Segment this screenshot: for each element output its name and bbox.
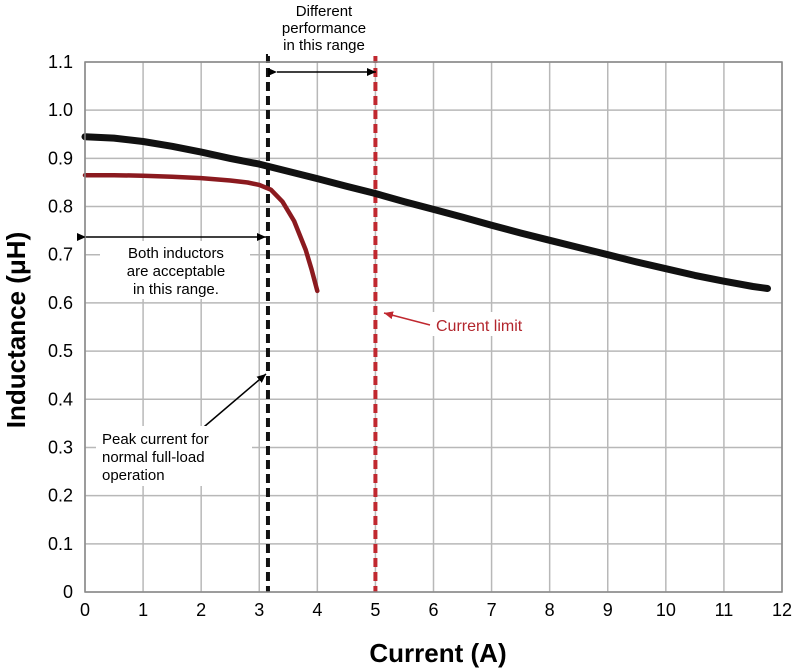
peak-current-line-3: operation [102, 467, 165, 484]
y-tick-label: 0.4 [48, 389, 73, 409]
x-tick-label: 0 [80, 600, 90, 620]
x-axis-title: Current (A) [369, 638, 506, 668]
y-tick-label: 0.6 [48, 293, 73, 313]
x-tick-label: 2 [196, 600, 206, 620]
y-tick-label: 0 [63, 582, 73, 602]
top-range-line-2: performance [282, 20, 366, 37]
y-axis-title: Inductance (μH) [1, 232, 31, 428]
x-tick-label: 3 [254, 600, 264, 620]
peak-current-arrow [197, 373, 267, 433]
x-tick-label: 9 [603, 600, 613, 620]
plot-frame [84, 61, 783, 593]
current-limit-annotation: Current limit [383, 311, 546, 336]
reference-lines [265, 54, 378, 592]
y-tick-label: 0.3 [48, 437, 73, 457]
peak-current-line-2: normal full-load [102, 449, 205, 466]
x-tick-labels: 0 1 2 3 4 5 6 7 8 9 10 11 12 [80, 600, 792, 620]
y-tick-label: 0.5 [48, 341, 73, 361]
peak-current-line-1: Peak current for [102, 431, 209, 448]
y-tick-label: 0.1 [48, 534, 73, 554]
x-tick-label: 5 [370, 600, 380, 620]
y-tick-label: 0.2 [48, 486, 73, 506]
y-tick-label: 1.1 [48, 52, 73, 72]
x-tick-label: 11 [715, 600, 734, 620]
top-range-annotation: Different performance in this range [268, 0, 386, 76]
y-tick-label: 0.7 [48, 245, 73, 265]
x-tick-label: 7 [487, 600, 497, 620]
series-line-black [81, 133, 771, 292]
x-tick-label: 12 [772, 600, 792, 620]
x-tick-label: 8 [545, 600, 555, 620]
both-inductors-line-2: are acceptable [127, 263, 225, 280]
both-inductors-annotation: Both inductors are acceptable in this ra… [77, 233, 266, 299]
both-inductors-line-1: Both inductors [128, 245, 224, 262]
series-line-red [82, 172, 320, 294]
y-tick-labels: 0 0.1 0.2 0.3 0.4 0.5 0.6 0.7 0.8 0.9 1.0 1.1 [48, 52, 73, 602]
y-tick-label: 0.8 [48, 197, 73, 217]
x-tick-label: 1 [138, 600, 148, 620]
x-tick-label: 10 [656, 600, 676, 620]
both-inductors-line-3: in this range. [133, 281, 219, 298]
series [81, 133, 771, 294]
x-tick-label: 6 [428, 600, 438, 620]
top-range-line-3: in this range [283, 37, 365, 54]
y-tick-label: 1.0 [48, 100, 73, 120]
current-limit-arrow [383, 311, 431, 326]
y-tick-label: 0.9 [48, 148, 73, 168]
top-range-line-1: Different [296, 3, 353, 20]
x-tick-label: 4 [312, 600, 322, 620]
current-limit-label: Current limit [436, 318, 523, 335]
peak-current-annotation: Peak current for normal full-load operat… [96, 373, 267, 486]
